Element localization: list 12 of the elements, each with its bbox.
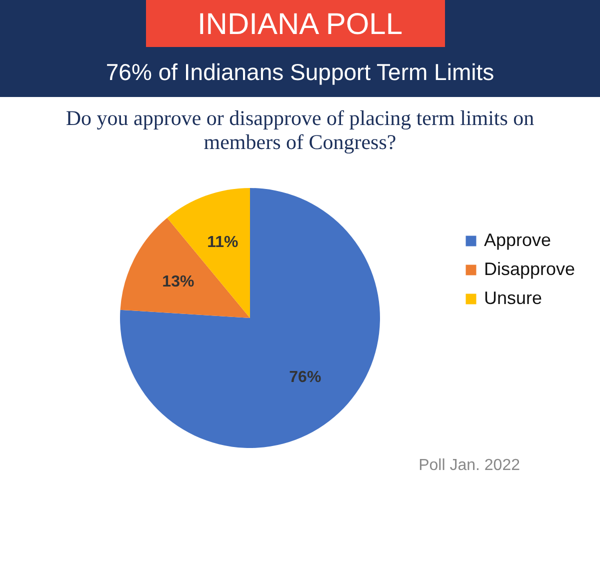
- legend-label: Approve: [484, 230, 552, 250]
- text: Do you approve or disapprove of placing term limits on members of Congress?: [66, 106, 535, 154]
- chart-subtitle: 76% of Indianans Support Term Limits: [106, 59, 494, 85]
- data-label: 76%: [289, 368, 322, 386]
- pie-slice: [120, 218, 250, 318]
- data-label: 11%: [207, 234, 238, 252]
- text: Poll Jan. 2022: [418, 457, 520, 474]
- pie-slice: [120, 188, 380, 448]
- chart-title: INDIANA POLL: [197, 8, 403, 41]
- data-label: 13%: [162, 273, 194, 290]
- legend-label: Unsure: [484, 288, 542, 308]
- legend-label: Disapprove: [484, 259, 576, 279]
